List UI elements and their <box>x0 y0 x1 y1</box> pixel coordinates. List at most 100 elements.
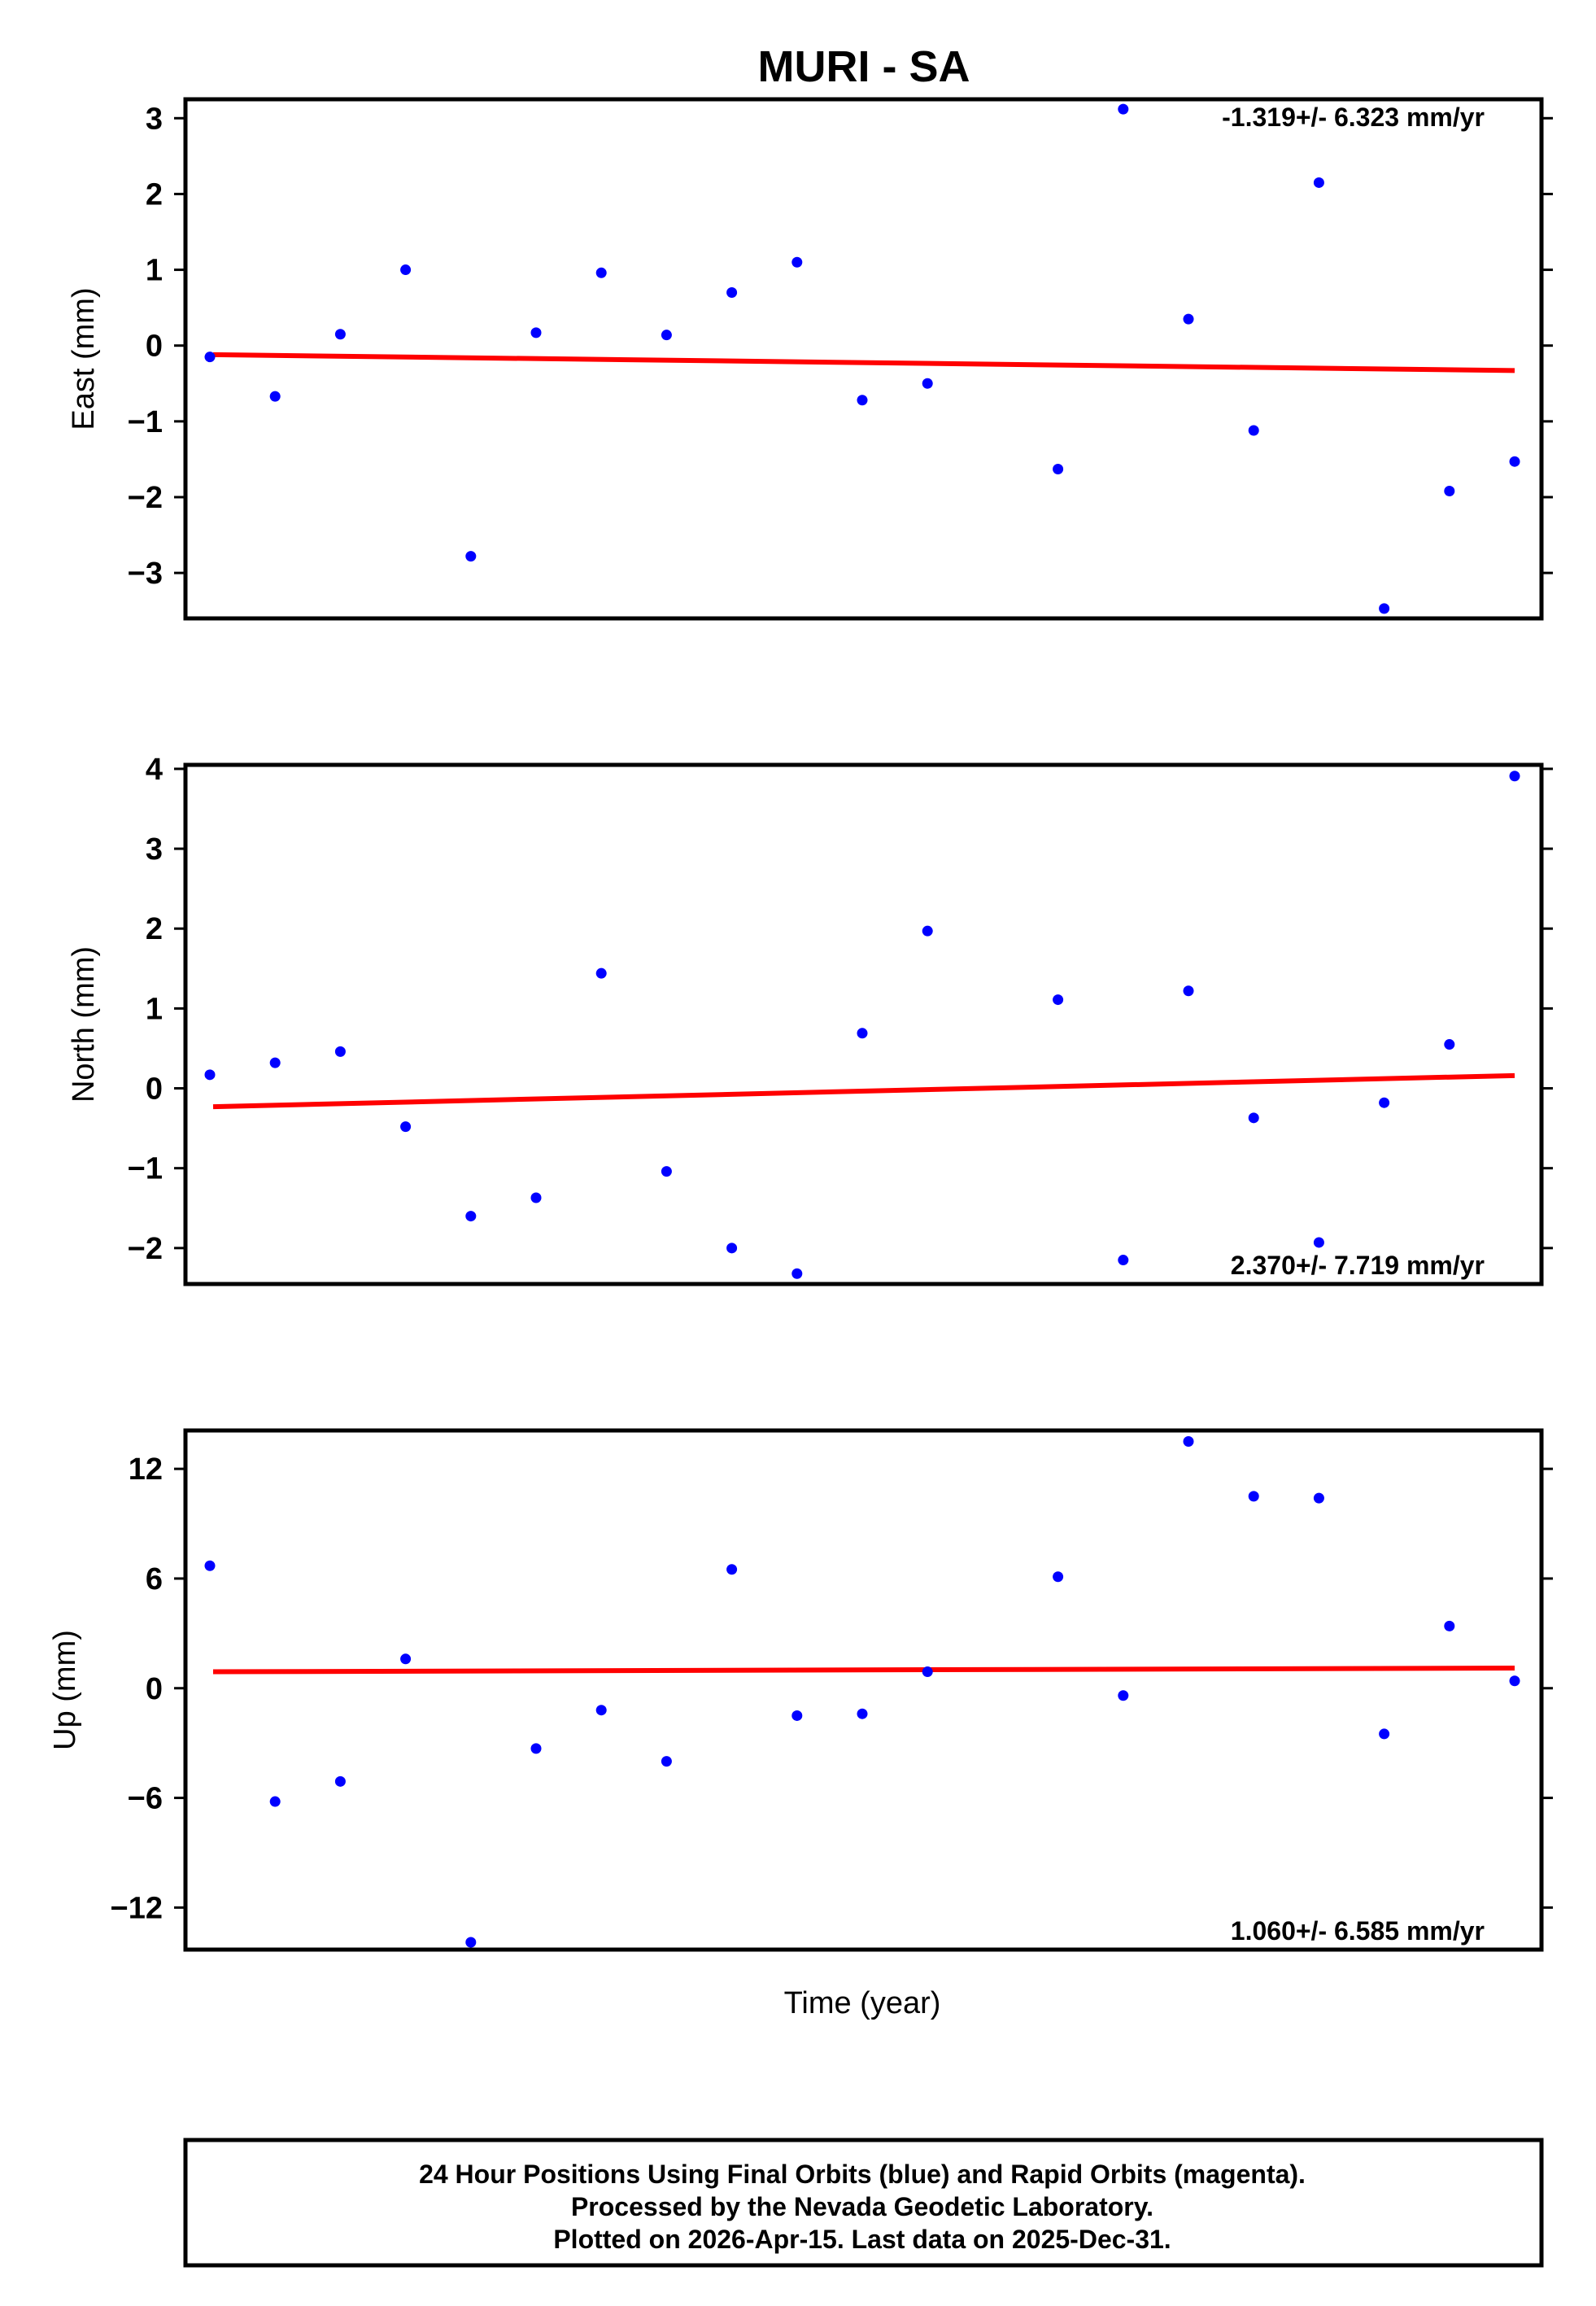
up-ytick-label: 6 <box>146 1562 163 1596</box>
up-data-point <box>269 1796 281 1807</box>
up-frame <box>183 1428 1544 1952</box>
east-data-point <box>661 330 672 341</box>
north-data-point <box>595 967 607 979</box>
up-ytick-label: 12 <box>129 1452 163 1487</box>
up-data-point <box>595 1705 607 1716</box>
north-data-point <box>726 1243 738 1254</box>
east-ytick-label: 2 <box>146 177 163 212</box>
north-ytick-label: −2 <box>128 1232 163 1266</box>
north-data-point <box>334 1046 346 1057</box>
north-ytick-label: 4 <box>146 753 163 787</box>
north-data-point <box>791 1268 803 1279</box>
footer-line-2: Processed by the Nevada Geodetic Laborat… <box>571 2192 1153 2221</box>
north-data-point <box>1118 1255 1129 1266</box>
east-ytick-label: −3 <box>128 557 163 591</box>
north-data-point <box>661 1166 672 1177</box>
up-ytick-label: −12 <box>111 1891 163 1925</box>
up-data-point <box>1183 1435 1194 1447</box>
east-data-point <box>1444 486 1455 497</box>
up-data-point <box>1313 1492 1324 1504</box>
up-data-point <box>204 1560 216 1571</box>
east-data-point <box>922 378 933 389</box>
north-ylabel: North (mm) <box>67 946 101 1103</box>
east-data-point <box>1118 103 1129 115</box>
north-data-point <box>1053 994 1064 1006</box>
up-ylabel: Up (mm) <box>48 1630 82 1750</box>
east-data-point <box>726 287 738 299</box>
east-ytick-label: 1 <box>146 254 163 288</box>
east-data-point <box>269 391 281 402</box>
up-data-point <box>1248 1491 1259 1502</box>
east-data-point <box>400 264 412 276</box>
north-data-point <box>530 1192 542 1203</box>
east-data-point <box>1053 464 1064 475</box>
north-data-point <box>269 1057 281 1068</box>
north-data-point <box>1379 1097 1390 1108</box>
up-data-point <box>334 1775 346 1787</box>
north-data-point <box>1248 1112 1259 1124</box>
north-ytick-label: −1 <box>128 1152 163 1186</box>
east-data-point <box>334 329 346 340</box>
up-ytick-label: −6 <box>128 1782 163 1816</box>
north-data-point <box>1509 771 1520 782</box>
up-data-point <box>400 1653 412 1665</box>
north-ticks: −2 −1 0 1 2 3 4 <box>128 753 1553 1266</box>
footer-box: 24 Hour Positions Using Final Orbits (bl… <box>183 2138 1544 2268</box>
north-data-point <box>1183 985 1194 997</box>
up-data-point <box>857 1708 868 1719</box>
north-data-point <box>857 1028 868 1039</box>
footer-line-3: Plotted on 2026-Apr-15. Last data on 202… <box>553 2225 1171 2254</box>
east-data-point <box>791 256 803 268</box>
panel-north: −2 −1 0 1 2 3 4 North (mm) 2.370+/- 7.719 mm/y… <box>67 753 1553 1286</box>
east-data-point <box>1379 603 1390 614</box>
footer-frame <box>183 2138 1544 2268</box>
east-data-point <box>204 352 216 363</box>
up-trend-line <box>212 1666 1515 1675</box>
panel-east: −3 −2 −1 0 1 2 3 East (mm) -1.319+/- 6.323 mm/… <box>67 97 1553 621</box>
up-data-point <box>1509 1675 1520 1687</box>
footer-line-1: 24 Hour Positions Using Final Orbits (bl… <box>419 2160 1306 2189</box>
up-ticks: −12 −6 0 6 12 <box>111 1452 1553 1925</box>
north-frame <box>183 762 1544 1286</box>
east-data-point <box>1313 177 1324 188</box>
east-trend-line <box>212 352 1515 373</box>
north-rate-label: 2.370+/- 7.719 mm/yr <box>1231 1251 1485 1280</box>
up-data-point <box>1444 1620 1455 1631</box>
north-data-point <box>1313 1237 1324 1248</box>
chart-title: MURI - SA <box>758 42 970 91</box>
up-data-point <box>465 1937 477 1948</box>
north-trend-line <box>212 1072 1515 1110</box>
east-data-layer <box>204 103 1520 614</box>
east-data-point <box>1183 313 1194 325</box>
north-data-point <box>400 1121 412 1133</box>
up-data-point <box>791 1710 803 1721</box>
east-rate-label: -1.319+/- 6.323 mm/yr <box>1222 103 1485 132</box>
north-ytick-label: 0 <box>146 1072 163 1107</box>
east-data-point <box>595 267 607 278</box>
east-ytick-label: 3 <box>146 102 163 136</box>
north-data-point <box>1444 1039 1455 1050</box>
up-data-point <box>1379 1728 1390 1740</box>
up-data-point <box>726 1564 738 1575</box>
east-ytick-label: 0 <box>146 330 163 364</box>
north-data-layer <box>204 771 1520 1279</box>
panel-up: −12 −6 0 6 12 Up (mm) 1.060+/- 6.585 mm/yr <box>48 1428 1553 1952</box>
north-data-point <box>922 925 933 937</box>
east-ytick-label: −1 <box>128 405 163 439</box>
east-data-point <box>530 327 542 338</box>
north-ytick-label: 3 <box>146 832 163 867</box>
north-data-point <box>204 1069 216 1081</box>
x-axis-label: Time (year) <box>784 1986 941 2020</box>
east-data-point <box>857 395 868 406</box>
north-ytick-label: 1 <box>146 992 163 1026</box>
east-ticks: −3 −2 −1 0 1 2 3 <box>128 102 1553 591</box>
up-data-point <box>661 1756 672 1767</box>
north-data-point <box>465 1211 477 1222</box>
east-data-point <box>1248 425 1259 436</box>
up-data-point <box>1118 1690 1129 1701</box>
up-ytick-label: 0 <box>146 1672 163 1706</box>
up-data-point <box>530 1743 542 1754</box>
up-data-layer <box>204 1435 1520 1948</box>
north-ytick-label: 2 <box>146 912 163 946</box>
